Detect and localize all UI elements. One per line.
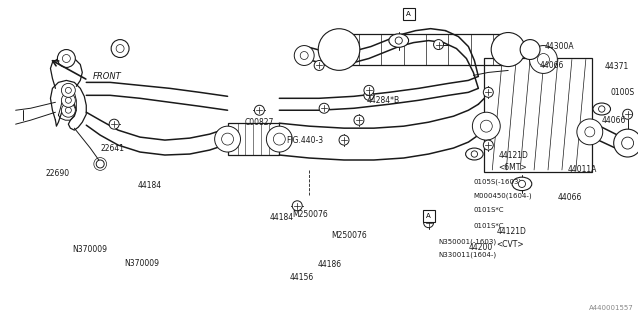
- Circle shape: [623, 109, 632, 119]
- Circle shape: [273, 133, 285, 145]
- Bar: [484, 58, 592, 172]
- Circle shape: [538, 53, 549, 66]
- Circle shape: [529, 45, 557, 73]
- Ellipse shape: [593, 103, 611, 115]
- Text: 44121D: 44121D: [496, 227, 526, 236]
- Ellipse shape: [389, 34, 408, 47]
- Text: FRONT: FRONT: [93, 72, 122, 81]
- Text: 44184: 44184: [269, 213, 294, 222]
- Circle shape: [598, 106, 605, 112]
- Circle shape: [319, 103, 329, 113]
- Circle shape: [395, 37, 403, 44]
- Circle shape: [62, 54, 70, 62]
- Circle shape: [364, 90, 374, 100]
- Circle shape: [214, 126, 241, 152]
- Circle shape: [65, 97, 71, 103]
- Circle shape: [61, 84, 76, 97]
- Text: 0101S*C: 0101S*C: [474, 223, 504, 229]
- Circle shape: [109, 119, 119, 129]
- Text: 44121D: 44121D: [499, 150, 528, 160]
- Text: M250076: M250076: [292, 210, 328, 219]
- Circle shape: [472, 112, 500, 140]
- Text: 44284*B: 44284*B: [367, 96, 400, 105]
- Circle shape: [65, 107, 71, 113]
- Circle shape: [614, 129, 640, 157]
- Circle shape: [585, 127, 595, 137]
- Circle shape: [63, 55, 69, 61]
- Text: N370009: N370009: [72, 245, 108, 254]
- Text: <6MT>: <6MT>: [499, 164, 527, 172]
- Circle shape: [96, 160, 104, 168]
- Circle shape: [300, 52, 308, 60]
- Text: 44156: 44156: [289, 273, 314, 282]
- Circle shape: [518, 180, 525, 188]
- Circle shape: [255, 105, 264, 115]
- Circle shape: [491, 33, 525, 67]
- Circle shape: [481, 120, 492, 132]
- Text: 44011A: 44011A: [568, 165, 597, 174]
- Circle shape: [111, 40, 129, 58]
- Text: M000450(1604-): M000450(1604-): [474, 193, 532, 199]
- Text: N370009: N370009: [124, 259, 159, 268]
- Text: 44300A: 44300A: [545, 42, 575, 51]
- Circle shape: [339, 135, 349, 145]
- Text: 22641: 22641: [100, 144, 124, 153]
- Circle shape: [314, 60, 324, 70]
- Text: A: A: [426, 213, 431, 219]
- Circle shape: [65, 87, 71, 93]
- Circle shape: [520, 40, 540, 60]
- Circle shape: [621, 137, 634, 149]
- Text: 0101S*C: 0101S*C: [474, 207, 504, 213]
- Text: 44186: 44186: [317, 260, 341, 269]
- Text: A440001557: A440001557: [589, 305, 634, 311]
- Circle shape: [221, 133, 234, 145]
- Text: 44066: 44066: [602, 116, 626, 125]
- Circle shape: [424, 218, 433, 228]
- Text: 22690: 22690: [45, 169, 70, 179]
- Bar: [228, 123, 279, 155]
- Circle shape: [471, 151, 477, 157]
- Circle shape: [294, 45, 314, 66]
- Bar: [422, 210, 435, 222]
- Text: <CVT>: <CVT>: [496, 240, 524, 249]
- Text: 44371: 44371: [605, 62, 629, 71]
- Circle shape: [61, 93, 76, 107]
- Circle shape: [577, 119, 603, 145]
- Circle shape: [58, 51, 74, 67]
- Text: A: A: [406, 11, 411, 17]
- Circle shape: [483, 87, 493, 97]
- Text: 44184: 44184: [138, 181, 162, 190]
- Text: FIG.440-3: FIG.440-3: [286, 136, 323, 145]
- Circle shape: [292, 201, 302, 211]
- Text: 0105S(-1603): 0105S(-1603): [474, 179, 522, 185]
- Ellipse shape: [512, 177, 532, 191]
- Circle shape: [266, 126, 292, 152]
- Text: N350001(-1603): N350001(-1603): [438, 238, 497, 245]
- Text: M250076: M250076: [331, 231, 367, 240]
- Bar: [403, 8, 415, 20]
- Text: 44066: 44066: [540, 61, 564, 70]
- Text: 44066: 44066: [558, 193, 582, 202]
- Circle shape: [364, 85, 374, 95]
- Circle shape: [483, 140, 493, 150]
- Circle shape: [61, 103, 76, 117]
- Circle shape: [318, 29, 360, 70]
- Ellipse shape: [466, 148, 483, 160]
- Circle shape: [116, 44, 124, 52]
- Text: C00827: C00827: [244, 118, 274, 127]
- Text: 44200: 44200: [468, 243, 493, 252]
- Circle shape: [354, 115, 364, 125]
- Circle shape: [58, 50, 76, 68]
- Circle shape: [433, 40, 444, 50]
- Text: N330011(1604-): N330011(1604-): [438, 251, 497, 258]
- Text: 0100S: 0100S: [611, 88, 635, 97]
